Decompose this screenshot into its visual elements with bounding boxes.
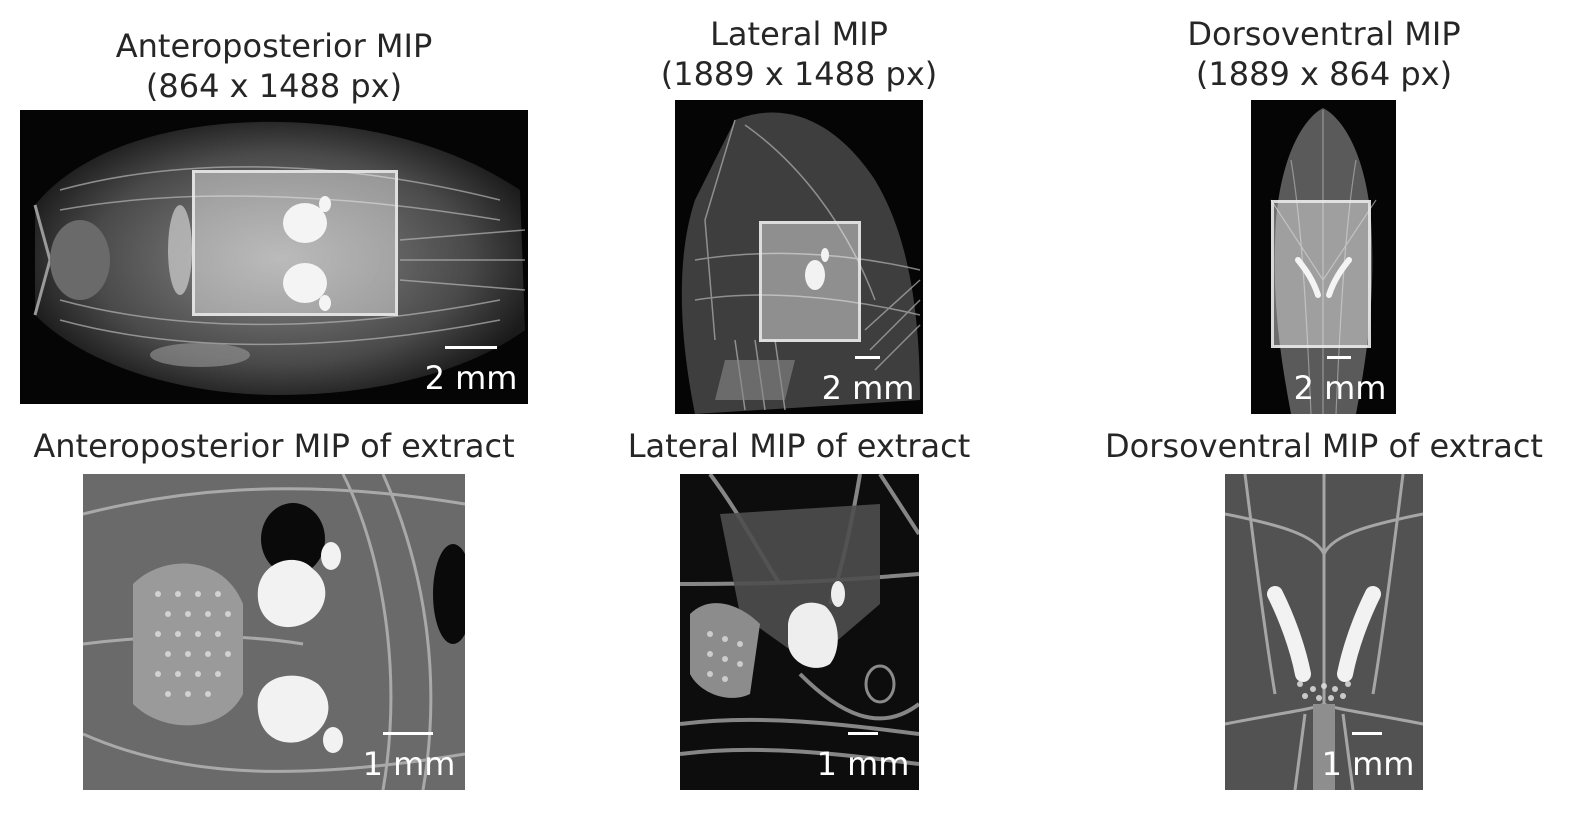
ap-extract-title: Anteroposterior MIP of extract	[33, 427, 515, 465]
dv-mip-title-line2: (1889 x 864 px)	[1195, 55, 1453, 93]
dv-extract-specimen-drawing	[1225, 474, 1423, 790]
lateral-extract-image: 1 mm	[680, 474, 919, 790]
ap-extract-scale-bar	[383, 732, 433, 735]
ap-mip-otoliths	[283, 196, 331, 311]
ap-extract-specimen-drawing	[83, 474, 465, 790]
ap-extract-scale-label: 1 mm	[362, 745, 456, 783]
lateral-extract-title: Lateral MIP of extract	[627, 427, 971, 465]
lateral-extract-specimen-drawing	[680, 474, 919, 790]
dv-mip-roi-box	[1271, 200, 1371, 348]
lateral-mip-image: 2 mm	[675, 100, 923, 414]
lateral-mip-title-line1: Lateral MIP	[710, 15, 888, 53]
dv-extract-scale-label: 1 mm	[1321, 745, 1415, 783]
ap-mip-scale-bar	[445, 346, 497, 349]
dv-extract-scale-bar	[1352, 732, 1382, 735]
dv-mip-otoliths	[1295, 257, 1352, 298]
lateral-extract-scale-label: 1 mm	[816, 745, 910, 783]
dv-mip-title-line1: Dorsoventral MIP	[1187, 15, 1461, 53]
lateral-mip-scale-bar	[855, 356, 880, 359]
ap-mip-specimen-drawing	[33, 121, 526, 395]
ap-extract-image: 1 mm	[83, 474, 465, 790]
lateral-mip-scale-label: 2 mm	[821, 369, 915, 407]
lateral-mip-title-line2: (1889 x 1488 px)	[660, 55, 938, 93]
ap-mip-title-line1: Anteroposterior MIP	[115, 27, 433, 65]
lateral-extract-scale-bar	[848, 732, 878, 735]
dv-extract-title: Dorsoventral MIP of extract	[1105, 427, 1543, 465]
ap-mip-title: Anteroposterior MIP (864 x 1488 px)	[20, 26, 528, 106]
dv-mip-title: Dorsoventral MIP (1889 x 864 px)	[1130, 14, 1518, 94]
ap-mip-image: 2 mm	[20, 110, 528, 404]
dv-mip-image: 2 mm	[1251, 100, 1396, 414]
dv-mip-scale-label: 2 mm	[1293, 369, 1387, 407]
ap-mip-scale-label: 2 mm	[424, 359, 518, 397]
dv-mip-scale-bar	[1327, 356, 1351, 359]
ap-mip-title-line2: (864 x 1488 px)	[145, 67, 403, 105]
lateral-mip-title: Lateral MIP (1889 x 1488 px)	[600, 14, 998, 94]
dv-extract-image: 1 mm	[1225, 474, 1423, 790]
lateral-mip-otolith	[805, 248, 829, 290]
